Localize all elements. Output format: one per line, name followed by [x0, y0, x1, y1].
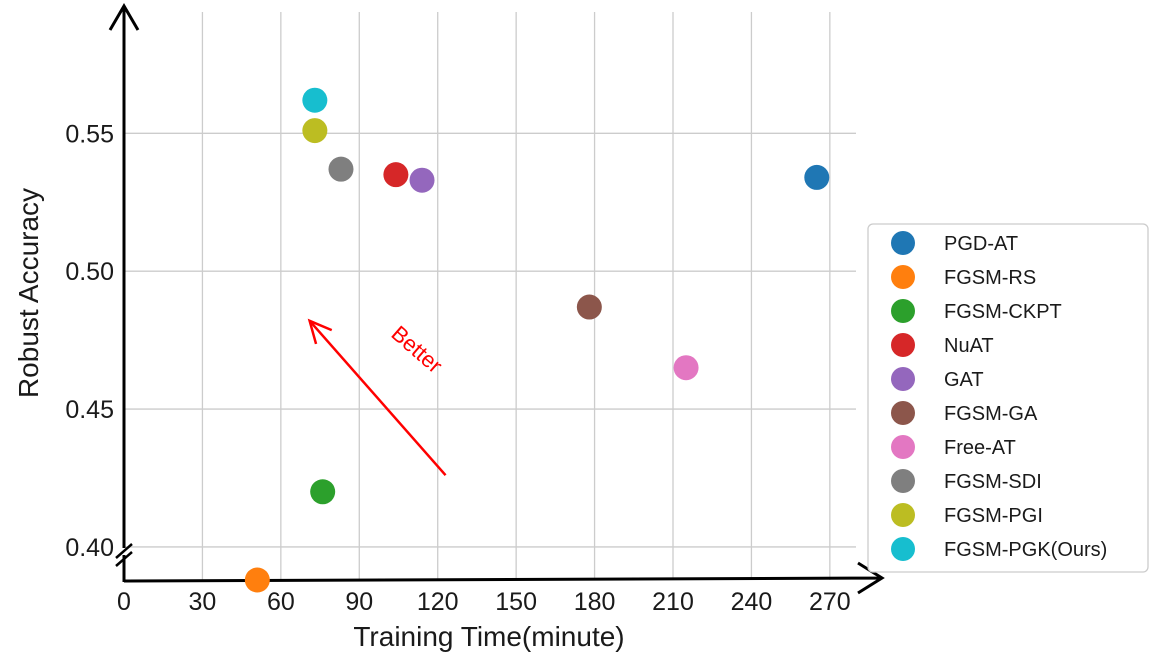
- axes: [108, 3, 885, 595]
- y-tick-label: 0.45: [65, 396, 114, 424]
- legend-marker: [891, 265, 915, 289]
- y-tick-label: 0.50: [65, 258, 114, 286]
- legend-marker: [891, 401, 915, 425]
- x-tick-label: 30: [189, 588, 217, 616]
- legend-entry-label: FGSM-PGI: [944, 505, 1043, 527]
- legend-entry-label: GAT: [944, 369, 984, 391]
- x-tick-label: 180: [574, 588, 616, 616]
- legend-marker: [891, 231, 915, 255]
- legend-marker: [891, 537, 915, 561]
- legend-entry-label: FGSM-CKPT: [944, 301, 1062, 323]
- y-axis-line: [108, 3, 140, 548]
- legend: PGD-AT FGSM-RS FGSM-CKPT NuAT GAT FGSM-GA Free…: [867, 223, 1149, 573]
- legend-entry-label: FGSM-GA: [944, 403, 1038, 425]
- data-point: [409, 167, 435, 193]
- grid: [124, 12, 856, 580]
- y-axis-title: Robust Accuracy: [13, 188, 44, 398]
- x-tick-label: 150: [495, 588, 537, 616]
- better-arrow-head: [307, 318, 333, 345]
- data-point: [804, 164, 830, 190]
- data-point: [302, 118, 328, 144]
- axis-break-mark: [115, 543, 133, 567]
- x-tick-label: 120: [417, 588, 459, 616]
- data-point: [673, 355, 699, 381]
- better-arrow-line: [308, 319, 447, 477]
- legend-entry-label: FGSM-RS: [944, 267, 1036, 289]
- data-point: [302, 87, 328, 113]
- legend-marker: [891, 367, 915, 391]
- legend-entry-label: PGD-AT: [944, 233, 1018, 255]
- annotation: Better: [307, 318, 447, 477]
- legend-entry-label: NuAT: [944, 335, 994, 357]
- legend-marker: [891, 503, 915, 527]
- legend-entry-label: FGSM-SDI: [944, 471, 1042, 493]
- data-point: [328, 156, 354, 182]
- x-tick-label: 210: [652, 588, 694, 616]
- data-points: [244, 87, 830, 593]
- data-point: [383, 162, 409, 188]
- tick-labels: 0 30 60 90 120 150 180 210 240 270 0.40 0.45 0.50 0.5…: [65, 120, 850, 616]
- y-tick-label: 0.55: [65, 120, 114, 148]
- legend-marker: [891, 435, 915, 459]
- legend-marker: [891, 333, 915, 357]
- x-tick-label: 270: [809, 588, 851, 616]
- data-point: [310, 479, 336, 505]
- data-point: [244, 567, 270, 593]
- x-axis-title: Training Time(minute): [353, 621, 624, 652]
- x-tick-label: 240: [731, 588, 773, 616]
- x-tick-label: 90: [345, 588, 373, 616]
- legend-marker: [891, 469, 915, 493]
- legend-marker: [891, 299, 915, 323]
- data-point: [576, 294, 602, 320]
- x-tick-label: 0: [117, 588, 131, 616]
- x-tick-label: 60: [267, 588, 295, 616]
- y-tick-label: 0.40: [65, 534, 114, 562]
- legend-entry-label: FGSM-PGK(Ours): [944, 539, 1107, 561]
- legend-box: [867, 223, 1149, 573]
- legend-entry-label: Free-AT: [944, 437, 1016, 459]
